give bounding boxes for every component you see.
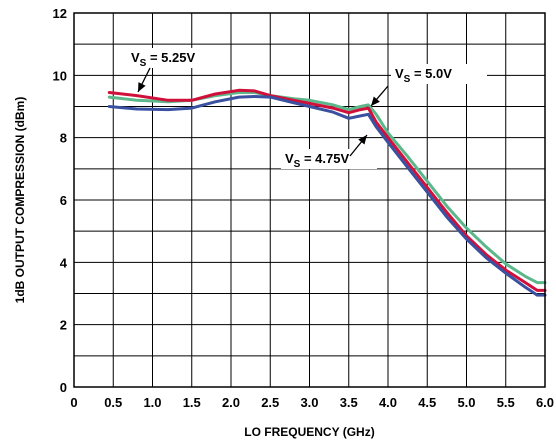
x-tick-label: 2.0 (222, 395, 240, 410)
y-tick-label: 6 (60, 193, 67, 208)
annotation-vs-5-25v-arrowhead (138, 82, 146, 92)
x-tick-label: 1.0 (143, 395, 161, 410)
x-tick-label: 6.0 (536, 395, 554, 410)
x-tick-label: 4.0 (379, 395, 397, 410)
y-tick-labels: 0 2 4 6 8 10 12 (53, 6, 68, 395)
x-tick-label: 2.5 (261, 395, 279, 410)
y-tick-label: 0 (60, 380, 67, 395)
x-tick-label: 1.5 (183, 395, 201, 410)
y-tick-label: 12 (53, 6, 67, 21)
series-group (107, 88, 547, 297)
y-tick-label: 8 (60, 131, 67, 146)
x-tick-labels: 0 0.5 1.0 1.5 2.0 2.5 3.0 3.5 4.0 4.5 5.0 5.5 6.0 (70, 395, 554, 410)
x-tick-label: 4.5 (418, 395, 436, 410)
plot-frame (73, 12, 546, 388)
x-tick-label: 0.5 (104, 395, 122, 410)
annotation-vs-5-0v-bg (391, 64, 487, 84)
x-axis-label: LO FREQUENCY (GHz) (244, 425, 374, 439)
annotation-vs-5-25v-bg (127, 48, 223, 68)
series-line-blue (107, 95, 547, 297)
x-tick-label: 5.5 (497, 395, 515, 410)
annotation-vs-4-75v-bg (281, 149, 377, 169)
annotations: VS = 5.25V VS = 5.0V VS = 4.75V (127, 48, 487, 170)
annotation-vs-4-75v-arrowhead (358, 135, 367, 145)
annotation-vs-4-75v: VS = 4.75V (285, 151, 349, 170)
y-tick-label: 2 (60, 318, 67, 333)
y-tick-label: 10 (53, 68, 67, 83)
x-tick-label: 3.0 (300, 395, 318, 410)
x-tick-label: 5.0 (457, 395, 475, 410)
annotation-vs-5-0v-arrowhead (371, 96, 380, 106)
annotation-vs-5-0v: VS = 5.0V (395, 66, 452, 85)
x-tick-label: 3.5 (340, 395, 358, 410)
y-axis-label: 1dB OUTPUT COMPRESSION (dBm) (13, 97, 27, 304)
x-tick-label: 0 (70, 395, 77, 410)
series-line-green (107, 91, 547, 285)
series-line-red (107, 88, 547, 292)
annotation-vs-5-25v: VS = 5.25V (131, 50, 195, 69)
y-tick-label: 4 (60, 255, 68, 270)
